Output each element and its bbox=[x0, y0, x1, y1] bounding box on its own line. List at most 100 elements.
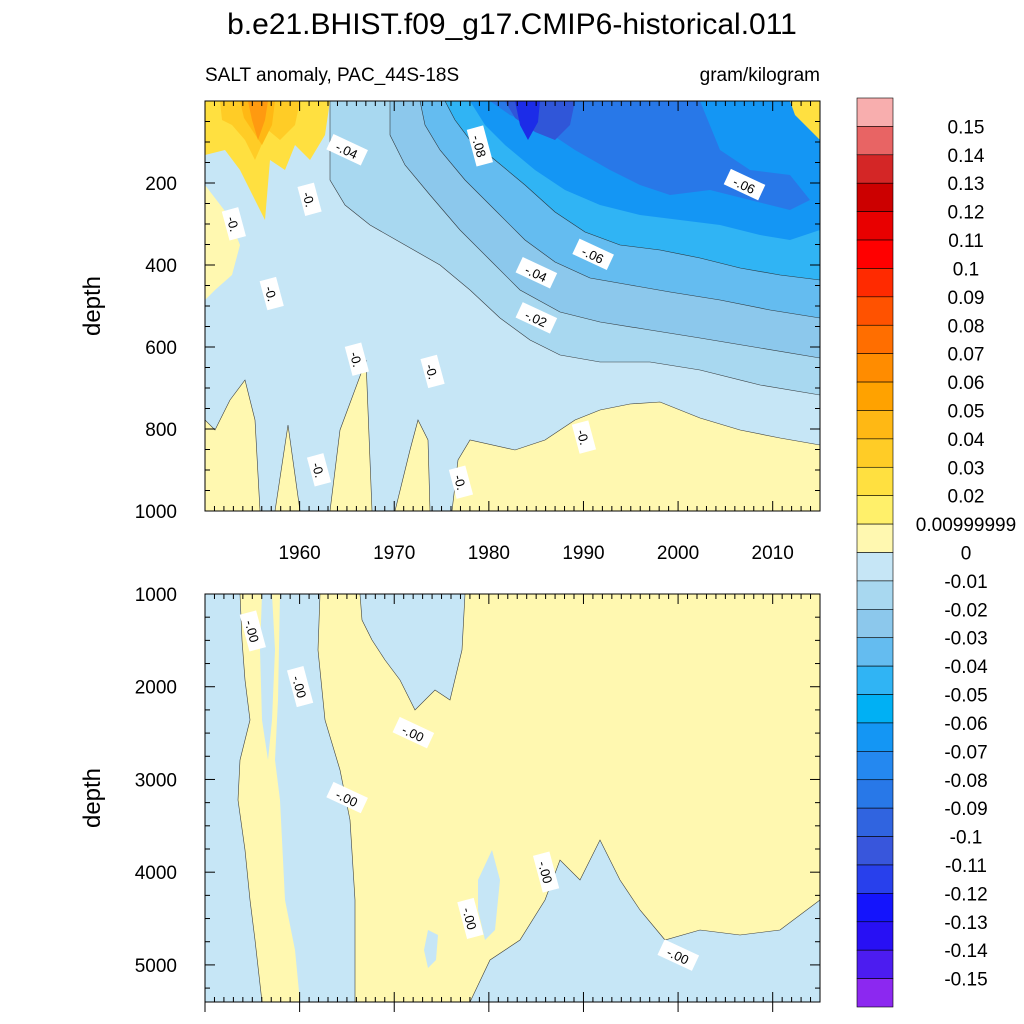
colorbar-swatch bbox=[856, 580, 894, 610]
colorbar-label: 0.03 bbox=[948, 458, 985, 479]
upper-contour-label-bg bbox=[420, 354, 445, 389]
upper-contour-line-2 bbox=[389, 101, 820, 359]
colorbar-swatch bbox=[856, 523, 894, 553]
upper-contour-label-bg bbox=[344, 342, 369, 376]
upper-y-ticks: 200 400 600 800 1000 bbox=[135, 100, 820, 523]
upper-contour-label: -0. bbox=[221, 207, 246, 241]
lower-contour-label: -.00 bbox=[239, 610, 266, 652]
colorbar-label: 0.12 bbox=[948, 203, 985, 224]
upper-contour-label-bg bbox=[259, 276, 284, 311]
colorbar-swatch bbox=[856, 751, 894, 781]
colorbar-label: -0.14 bbox=[944, 941, 988, 962]
lower-fresh-region-center bbox=[360, 594, 465, 710]
upper-contour-label-bg bbox=[723, 168, 766, 201]
lower-contour-label-bg bbox=[326, 781, 368, 814]
lower-y-axis-label: depth bbox=[79, 768, 106, 828]
x-tick-label: 1960 bbox=[278, 543, 320, 564]
colorbar-swatch bbox=[856, 495, 894, 525]
colorbar-label: 0 bbox=[961, 544, 972, 565]
x-tick-label: 1990 bbox=[562, 543, 604, 564]
x-tick-label: 2010 bbox=[752, 543, 794, 564]
colorbar-label: -0.03 bbox=[944, 629, 987, 650]
colorbar-swatch bbox=[856, 978, 894, 1008]
upper-y-tick-label: 1000 bbox=[135, 502, 177, 523]
lower-contour-label-bg bbox=[239, 610, 266, 652]
upper-salty-wedge-left bbox=[205, 185, 240, 300]
upper-contour-label-text: -0. bbox=[574, 428, 592, 447]
colorbar-label: 0.15 bbox=[948, 117, 985, 138]
lower-contour-label: -.00 bbox=[532, 851, 560, 893]
colorbar-swatch bbox=[856, 921, 894, 951]
lower-contour-label: -.00 bbox=[286, 666, 314, 708]
colorbar-label: -0.11 bbox=[945, 856, 987, 877]
upper-y-tick-label: 200 bbox=[145, 174, 177, 195]
colorbar-swatch bbox=[856, 182, 894, 212]
colorbar-label: 0.14 bbox=[948, 146, 985, 167]
colorbar-label: 0.11 bbox=[948, 231, 984, 252]
colorbar-swatch bbox=[856, 268, 894, 298]
chart-title: b.e21.BHIST.f09_g17.CMIP6-historical.011 bbox=[227, 8, 797, 41]
upper-y-axis-label: depth bbox=[79, 276, 106, 336]
lower-plot-frame bbox=[204, 593, 821, 1003]
colorbar-swatch bbox=[856, 949, 894, 979]
upper-contour-label-text: -0. bbox=[262, 285, 280, 304]
colorbar-swatch bbox=[856, 154, 894, 184]
lower-y-tick-label: 1000 bbox=[135, 585, 177, 606]
upper-contour-label-text: -0. bbox=[299, 190, 317, 209]
lower-fresh-strip-1 bbox=[260, 594, 275, 760]
upper-contour-label-bg bbox=[515, 302, 558, 334]
upper-y-tick-label: 400 bbox=[145, 256, 177, 277]
lower-fresh-island-1 bbox=[478, 850, 500, 940]
upper-contour-label-bg bbox=[221, 207, 246, 241]
colorbar-swatch bbox=[856, 126, 894, 156]
colorbar-label: 0.00999999 bbox=[916, 515, 1016, 536]
colorbar-swatch bbox=[856, 779, 894, 809]
lower-x-ticks bbox=[204, 594, 821, 1012]
upper-contour-label: -0. bbox=[306, 453, 332, 487]
colorbar-label: 0.02 bbox=[948, 487, 985, 508]
upper-x-ticks: 1960 1970 1980 1990 2000 2010 bbox=[204, 101, 821, 564]
upper-contour-label-text: -0. bbox=[224, 215, 242, 234]
upper-contour-label-bg bbox=[306, 453, 332, 487]
colorbar-label: 0.04 bbox=[948, 430, 985, 451]
x-tick-label: 2000 bbox=[657, 543, 699, 564]
lower-contour-label-text: -.00 bbox=[459, 906, 479, 932]
upper-contour-label: -.08 bbox=[466, 125, 493, 167]
colorbar-swatch bbox=[856, 410, 894, 440]
chart-subtitle-right: gram/kilogram bbox=[700, 65, 820, 86]
colorbar-label: -0.02 bbox=[944, 600, 987, 621]
lower-fresh-island-2 bbox=[424, 930, 438, 968]
upper-contour-label-text: -0. bbox=[422, 362, 440, 381]
colorbar-swatch bbox=[856, 211, 894, 241]
upper-fresh-core bbox=[515, 101, 540, 140]
colorbar-label: -0.15 bbox=[944, 970, 987, 991]
lower-contour-label-bg bbox=[657, 939, 700, 971]
colorbar-label: -0.07 bbox=[944, 742, 987, 763]
upper-contour-labels: -.04 -.08-.06-.06-.04-.02-0.-0.-0.-0.-0.-… bbox=[221, 125, 766, 499]
colorbar-label: -0.09 bbox=[944, 799, 987, 820]
colorbar-swatch bbox=[856, 665, 894, 695]
upper-y-tick-label: 600 bbox=[145, 338, 177, 359]
upper-contour-label: -0. bbox=[259, 276, 284, 311]
colorbar-label: -0.04 bbox=[944, 657, 988, 678]
lower-contour-label-text: -.00 bbox=[242, 618, 262, 644]
lower-y-tick-label: 2000 bbox=[135, 678, 177, 699]
lower-contour-line-1 bbox=[237, 594, 820, 1002]
upper-contour-label: -0. bbox=[571, 420, 597, 454]
lower-y-tick-label: 4000 bbox=[135, 863, 177, 884]
lower-fresh-region-left bbox=[205, 594, 262, 1002]
colorbar-swatch bbox=[856, 864, 894, 894]
colorbar-label: -0.13 bbox=[944, 913, 987, 934]
colorbar-swatch bbox=[856, 438, 894, 468]
colorbar-label: -0.06 bbox=[944, 714, 987, 735]
colorbar-label: -0.01 bbox=[944, 572, 987, 593]
lower-contour-label-text: -.00 bbox=[535, 860, 555, 886]
x-tick-label: 1970 bbox=[373, 543, 415, 564]
upper-contour-line-5 bbox=[205, 359, 820, 511]
upper-contour-label: -0. bbox=[297, 182, 322, 216]
upper-contour-line-3 bbox=[419, 101, 820, 319]
colorbar: 0.15 0.14 0.13 0.12 0.11 0.1 0.09 0.08 0.07 0.06 0… bbox=[856, 97, 1016, 1008]
upper-contour-label-bg bbox=[515, 257, 558, 289]
lower-fresh-island-3 bbox=[296, 810, 306, 850]
